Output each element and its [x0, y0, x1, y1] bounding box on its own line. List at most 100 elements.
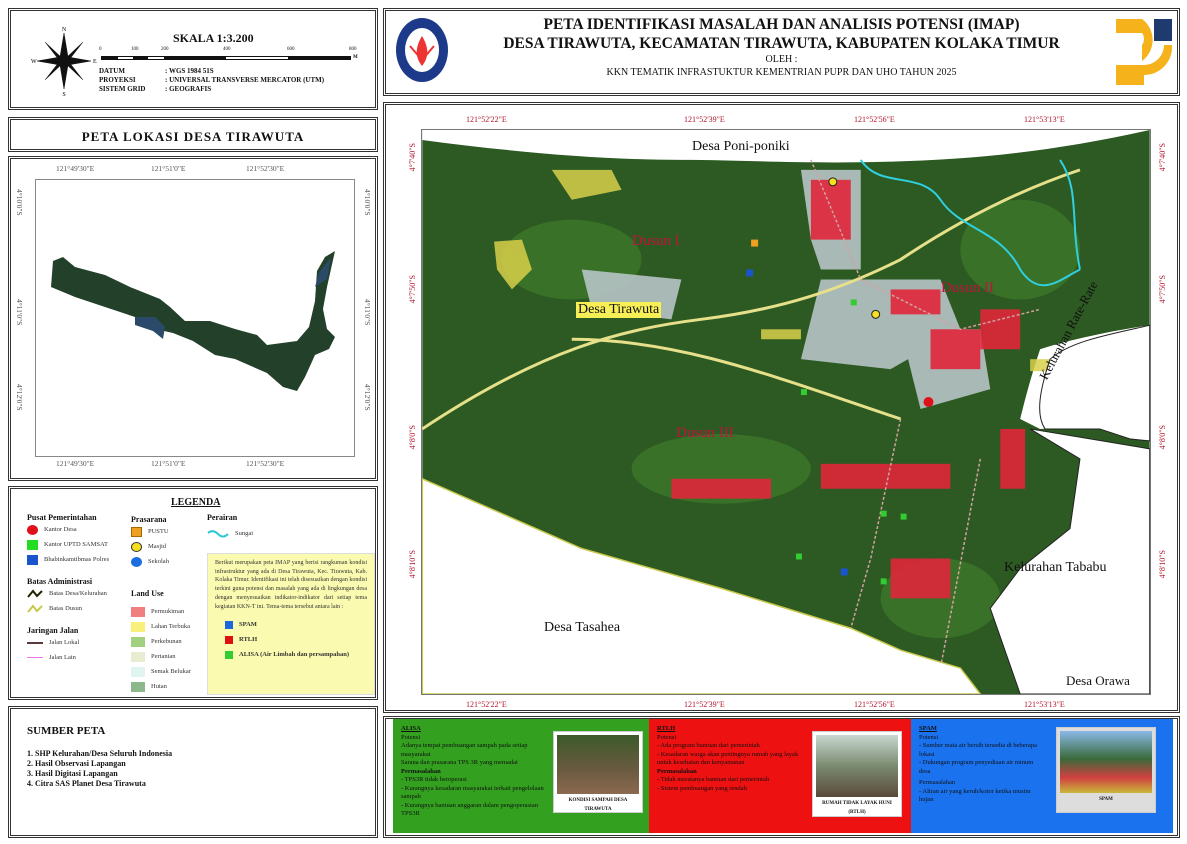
- boundary-line-icon: [27, 588, 43, 598]
- panel-subtitle: Permasalahan: [657, 767, 697, 775]
- square-icon: [27, 539, 38, 550]
- legend-item-jalan-lokal: Jalan Lokal: [27, 635, 142, 650]
- panel-title: SPAM: [919, 725, 937, 732]
- location-map-title: PETA LOKASI DESA TIRAWUTA: [81, 129, 305, 144]
- place-label-southeast: Kelurahan Tababu: [1004, 560, 1107, 575]
- scale-box: N S W E SKALA 1:3.200 0 100 200 400 600 …: [8, 8, 378, 110]
- road-main: [422, 168, 1081, 431]
- legend-item-sekolah: Sekolah: [131, 554, 211, 569]
- svg-text:S: S: [62, 92, 65, 97]
- lat-label: 4°7'40"S: [408, 143, 417, 172]
- alisa-marker: [880, 578, 887, 585]
- panel-spam: SPAM Potensi - Sumber mata air bersih te…: [911, 719, 1173, 833]
- panel-subtitle: Permasalahan: [919, 779, 956, 786]
- dusun-label: Dusun I: [632, 233, 680, 249]
- kantor-desa-marker: [923, 397, 934, 408]
- boundary-line-icon: [27, 603, 43, 613]
- legend-item-masjid: Masjid: [131, 539, 211, 554]
- legend-item-batas-dusun: Batas Dusun: [27, 601, 142, 616]
- alisa-marker: [795, 553, 802, 560]
- dusun-label: Dusun II: [941, 280, 994, 296]
- legend-item-kantor-desa: Kantor Desa: [27, 522, 142, 537]
- legend-note: Berikut merupakan peta IMAP yang berisi …: [215, 560, 367, 610]
- legend-note-box: Berikut merupakan peta IMAP yang berisi …: [207, 553, 375, 695]
- legend-item-landuse: Semak Belukar: [131, 664, 211, 679]
- panel-title: RTLH: [657, 725, 676, 732]
- pustu-marker: [751, 239, 759, 247]
- east-outside-area: [1039, 324, 1150, 442]
- river: [859, 159, 1081, 287]
- school-icon: [131, 556, 142, 567]
- lon-label: 121°52'39"E: [684, 115, 725, 124]
- photo-rtlh: RUMAH TIDAK LAYAK HUNI (RTLH): [812, 731, 902, 817]
- scale-unit: M: [353, 55, 358, 60]
- lat-label: 4°7'50"S: [408, 275, 417, 304]
- masjid-marker: [871, 309, 881, 319]
- pentagon-icon: [27, 524, 38, 535]
- legend-box: LEGENDA Pusat Pemerintahan Kantor Desa K…: [8, 486, 378, 700]
- legend-section-title: Pusat Pemerintahan: [27, 513, 97, 522]
- legend-item-landuse: Hutan: [131, 679, 211, 694]
- lat-label: 4°8'10"S: [1158, 550, 1167, 579]
- svg-text:E: E: [93, 59, 97, 65]
- road-line-icon: [27, 641, 43, 644]
- place-label-orawa: Desa Orawa: [1066, 673, 1130, 688]
- lat-label: 4°10'0"S: [363, 189, 372, 216]
- legend-section-title: Jaringan Jalan: [27, 626, 79, 635]
- village-map: [421, 129, 1151, 695]
- southeast-outside-area: [989, 428, 1150, 694]
- legend-theme-alisa: ALISA (Air Limbah dan persampahan): [225, 647, 367, 662]
- legend-item-landuse: Lahan Terbuka: [131, 619, 211, 634]
- svg-text:N: N: [62, 27, 67, 33]
- svg-text:W: W: [31, 59, 37, 65]
- scale-bar: 0 100 200 400 600 800 M: [99, 47, 358, 63]
- panel-text: - Kurangnya bantuan anggaran dalam pengo…: [401, 801, 538, 818]
- projection-meta: DATUM: WGS 1984 51S PROYEKSI: UNIVERSAL …: [99, 67, 325, 93]
- lat-label: 4°12'0"S: [363, 384, 372, 411]
- legend-theme-spam: SPAM: [225, 617, 367, 632]
- village-label: Desa Tirawuta: [576, 302, 662, 318]
- legend-item-polres: Bhabinkamtibmas Polres: [27, 552, 142, 567]
- lat-label: 4°11'0"S: [15, 299, 24, 326]
- panel-text: - TPS3R tidak beroperasi: [401, 776, 467, 783]
- lat-label: 4°8'0"S: [1158, 425, 1167, 450]
- lat-label: 4°7'50"S: [1158, 275, 1167, 304]
- alisa-marker: [880, 510, 887, 517]
- map-title-2: DESA TIRAWUTA, KECAMATAN TIRAWUTA, KABUP…: [503, 35, 1060, 52]
- masjid-marker: [828, 177, 838, 187]
- legend-item-sungai: Sungai: [207, 526, 367, 541]
- sumber-item: 1. SHP Kelurahan/Desa Seluruh Indonesia: [27, 749, 173, 758]
- legend-theme-rtlh: RTLH: [225, 632, 367, 647]
- lon-label: 121°52'56"E: [854, 115, 895, 124]
- sumber-item: 4. Citra SAS Planet Desa Tirawuta: [27, 779, 146, 788]
- lon-label: 121°49'30"E: [56, 459, 95, 468]
- panel-title: ALISA: [401, 725, 421, 732]
- alisa-marker: [850, 299, 857, 306]
- lon-label: 121°53'13"E: [1024, 700, 1065, 709]
- road-secondary: [571, 337, 902, 421]
- legend-section-title: Batas Administrasi: [27, 577, 93, 586]
- lon-label: 121°52'22"E: [466, 115, 507, 124]
- square-icon: [27, 554, 38, 565]
- legend-section-title: Land Use: [131, 589, 164, 598]
- main-map-box: 121°52'22"E 121°52'39"E 121°52'56"E 121°…: [383, 102, 1180, 713]
- panel-subtitle: Permasalahan: [401, 767, 441, 775]
- place-label-north: Desa Poni-poniki: [692, 139, 790, 154]
- legend-item-pustu: PUSTU: [131, 524, 211, 539]
- sumber-item: 2. Hasil Observasi Lapangan: [27, 759, 126, 768]
- scale-tick: 800: [349, 47, 357, 52]
- lon-label: 121°49'30"E: [56, 164, 95, 173]
- river-icon: [207, 529, 229, 537]
- alisa-marker: [800, 389, 807, 396]
- photo-alisa: KONDISI SAMPAH DESA TIRAWUTA: [553, 731, 643, 813]
- panel-text: - Dukungan program penyediaan air minum …: [919, 759, 1034, 775]
- location-map: 121°49'30"E 121°51'0"E 121°52'30"E 121°4…: [8, 156, 378, 481]
- north-outside-area: [422, 130, 1150, 163]
- legend-section-title: Prasarana: [131, 515, 167, 524]
- panel-text: - Kesadaran warga akan pentingnya rumah …: [657, 750, 799, 767]
- panel-subtitle: Potensi: [401, 733, 421, 741]
- scale-tick: 0: [99, 47, 102, 52]
- panel-text: Sarana dan prasarana TPS 3R yang memadai: [401, 759, 518, 766]
- lat-label: 4°12'0"S: [15, 384, 24, 411]
- lon-label: 121°53'13"E: [1024, 115, 1065, 124]
